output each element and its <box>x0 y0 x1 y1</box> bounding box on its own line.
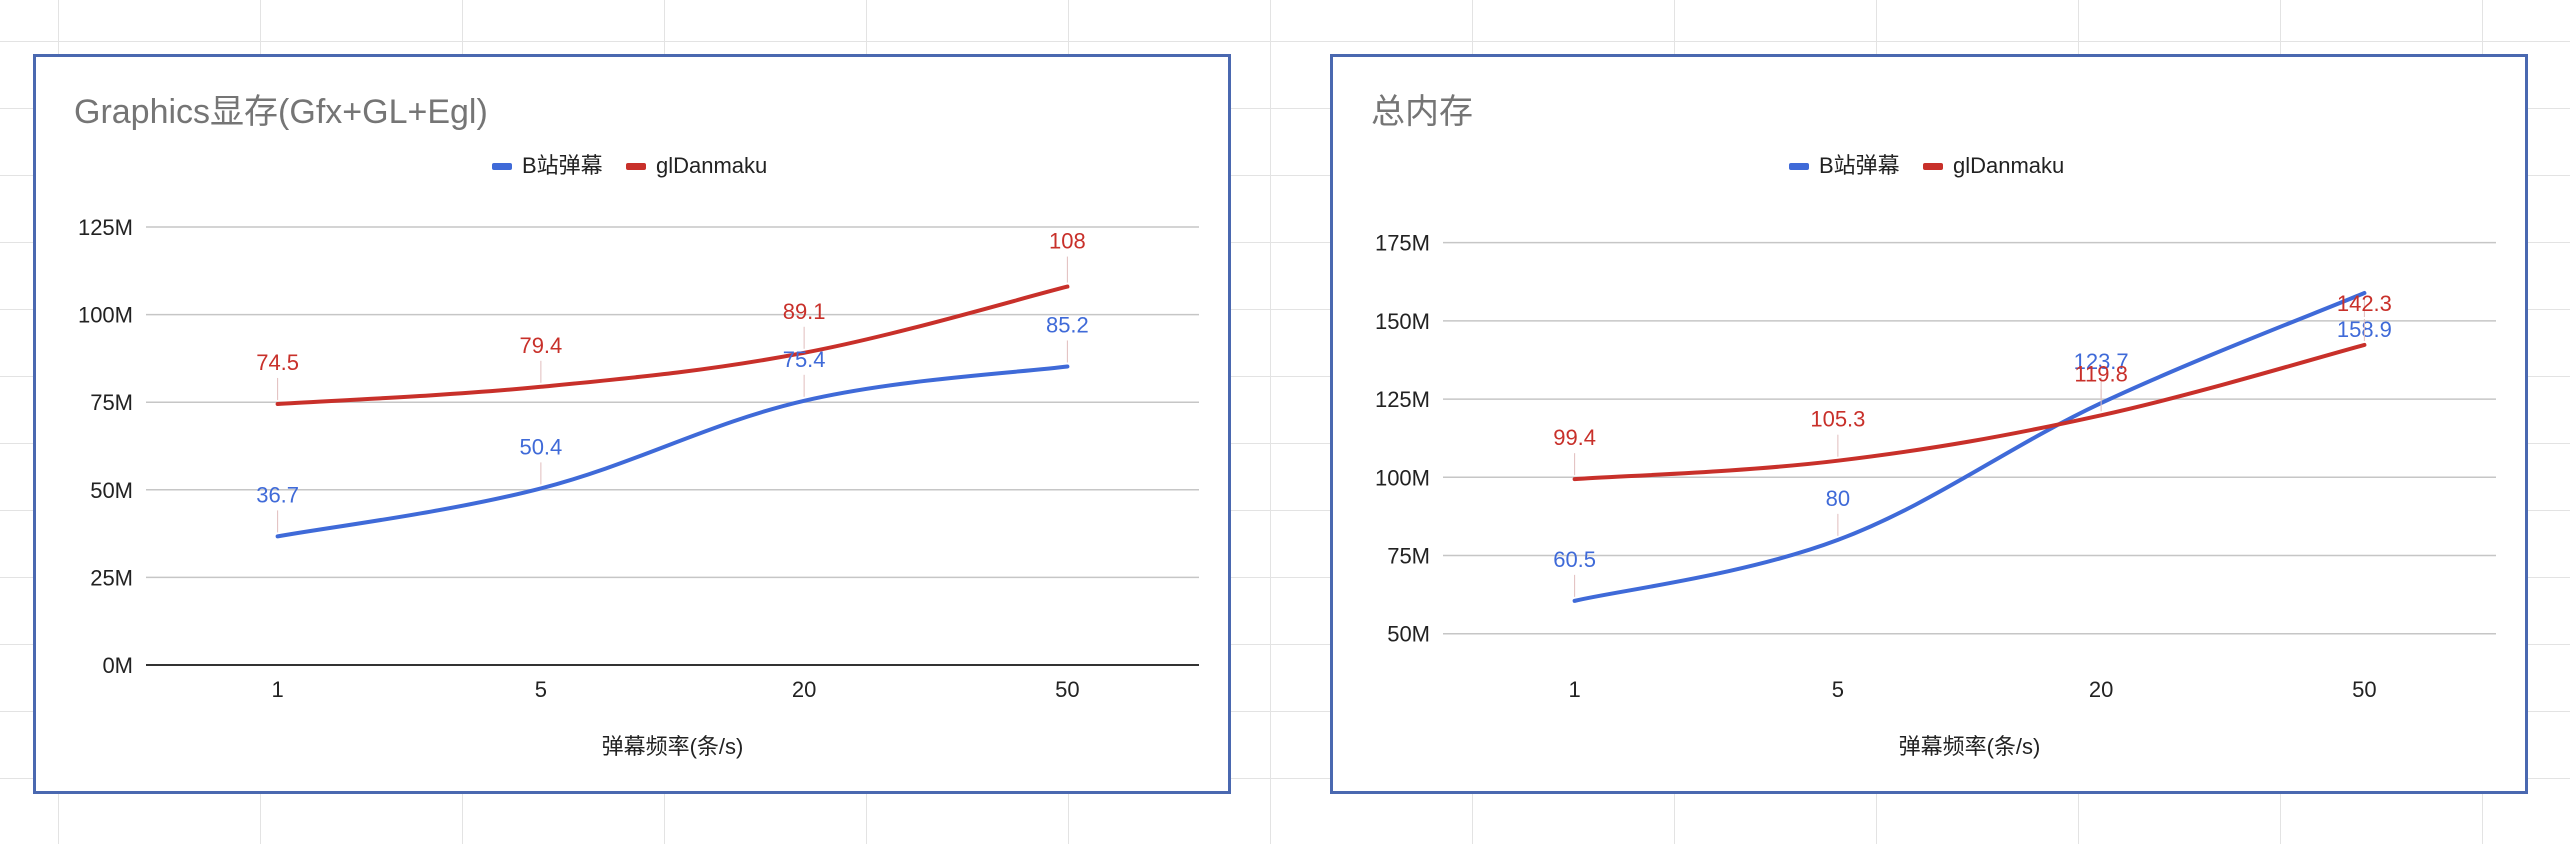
data-label-0-2: 123.7 <box>2074 349 2129 374</box>
data-label-0-0: 36.7 <box>256 482 299 507</box>
legend: B站弹幕 glDanmaku <box>1789 153 2064 178</box>
y-tick-label-4: 100M <box>78 303 133 328</box>
data-label-0-3: 85.2 <box>1046 312 1089 337</box>
x-tick-label-1: 5 <box>1832 677 1844 702</box>
data-label-1-1: 105.3 <box>1810 407 1865 432</box>
data-label-1-2: 89.1 <box>783 299 826 324</box>
chart-panel-total-memory[interactable]: 总内存 B站弹幕 glDanmaku 50M 75M 100M 125M 150M 175M 1 5… <box>1330 54 2528 794</box>
legend-swatch-1 <box>1923 163 1943 170</box>
chart-title: 总内存 <box>1371 93 1473 131</box>
y-tick-label-1: 25M <box>90 565 133 590</box>
data-label-0-1: 50.4 <box>519 434 562 459</box>
chart-graphics-memory: Graphics显存(Gfx+GL+Egl) B站弹幕 glDanmaku 0M 25M… <box>74 93 1199 759</box>
data-label-1-3: 142.3 <box>2337 291 2392 316</box>
x-axis-label: 弹幕频率(条/s) <box>1899 734 2041 759</box>
legend-swatch-0 <box>1789 163 1809 170</box>
y-tick-label-0: 50M <box>1387 622 1430 647</box>
chart-panel-graphics-memory[interactable]: Graphics显存(Gfx+GL+Egl) B站弹幕 glDanmaku 0M 25M… <box>33 54 1231 794</box>
y-tick-label-0: 0M <box>102 653 133 678</box>
legend: B站弹幕 glDanmaku <box>492 153 767 178</box>
data-label-1-0: 74.5 <box>256 350 299 375</box>
data-label-0-2: 75.4 <box>783 347 826 372</box>
x-tick-label-3: 50 <box>2352 677 2376 702</box>
series-line-1 <box>275 284 1070 406</box>
legend-swatch-0 <box>492 163 512 170</box>
x-tick-label-0: 1 <box>1569 677 1581 702</box>
data-label-1-2: 119.8 <box>2074 361 2127 386</box>
y-tick-label-3: 125M <box>1375 387 1430 412</box>
data-label-1-1: 79.4 <box>519 333 562 358</box>
data-label-0-0: 60.5 <box>1553 547 1596 572</box>
legend-label-1: glDanmaku <box>656 153 767 178</box>
chart-title: Graphics显存(Gfx+GL+Egl) <box>74 93 488 131</box>
x-tick-label-0: 1 <box>272 677 284 702</box>
y-tick-label-4: 150M <box>1375 309 1430 334</box>
legend-swatch-1 <box>626 163 646 170</box>
legend-label-0: B站弹幕 <box>1819 153 1900 178</box>
x-tick-label-1: 5 <box>535 677 547 702</box>
data-label-1-0: 99.4 <box>1553 425 1596 450</box>
y-tick-label-1: 75M <box>1387 544 1430 569</box>
legend-label-1: glDanmaku <box>1953 153 2064 178</box>
y-tick-label-3: 75M <box>90 390 133 415</box>
chart-total-memory: 总内存 B站弹幕 glDanmaku 50M 75M 100M 125M 150M 175M 1 5… <box>1371 93 2496 759</box>
y-tick-label-2: 100M <box>1375 465 1430 490</box>
data-label-0-1: 80 <box>1826 486 1850 511</box>
x-axis-label: 弹幕频率(条/s) <box>602 734 744 759</box>
legend-label-0: B站弹幕 <box>522 153 603 178</box>
x-tick-label-3: 50 <box>1055 677 1079 702</box>
y-tick-label-2: 50M <box>90 478 133 503</box>
y-tick-label-5: 175M <box>1375 231 1430 256</box>
series-line-0 <box>275 364 1070 539</box>
series-line-1 <box>1572 342 2367 482</box>
x-tick-label-2: 20 <box>792 677 816 702</box>
data-label-1-3: 108 <box>1049 229 1086 254</box>
series-line-0 <box>1572 291 2367 603</box>
x-tick-label-2: 20 <box>2089 677 2113 702</box>
y-tick-label-5: 125M <box>78 215 133 240</box>
